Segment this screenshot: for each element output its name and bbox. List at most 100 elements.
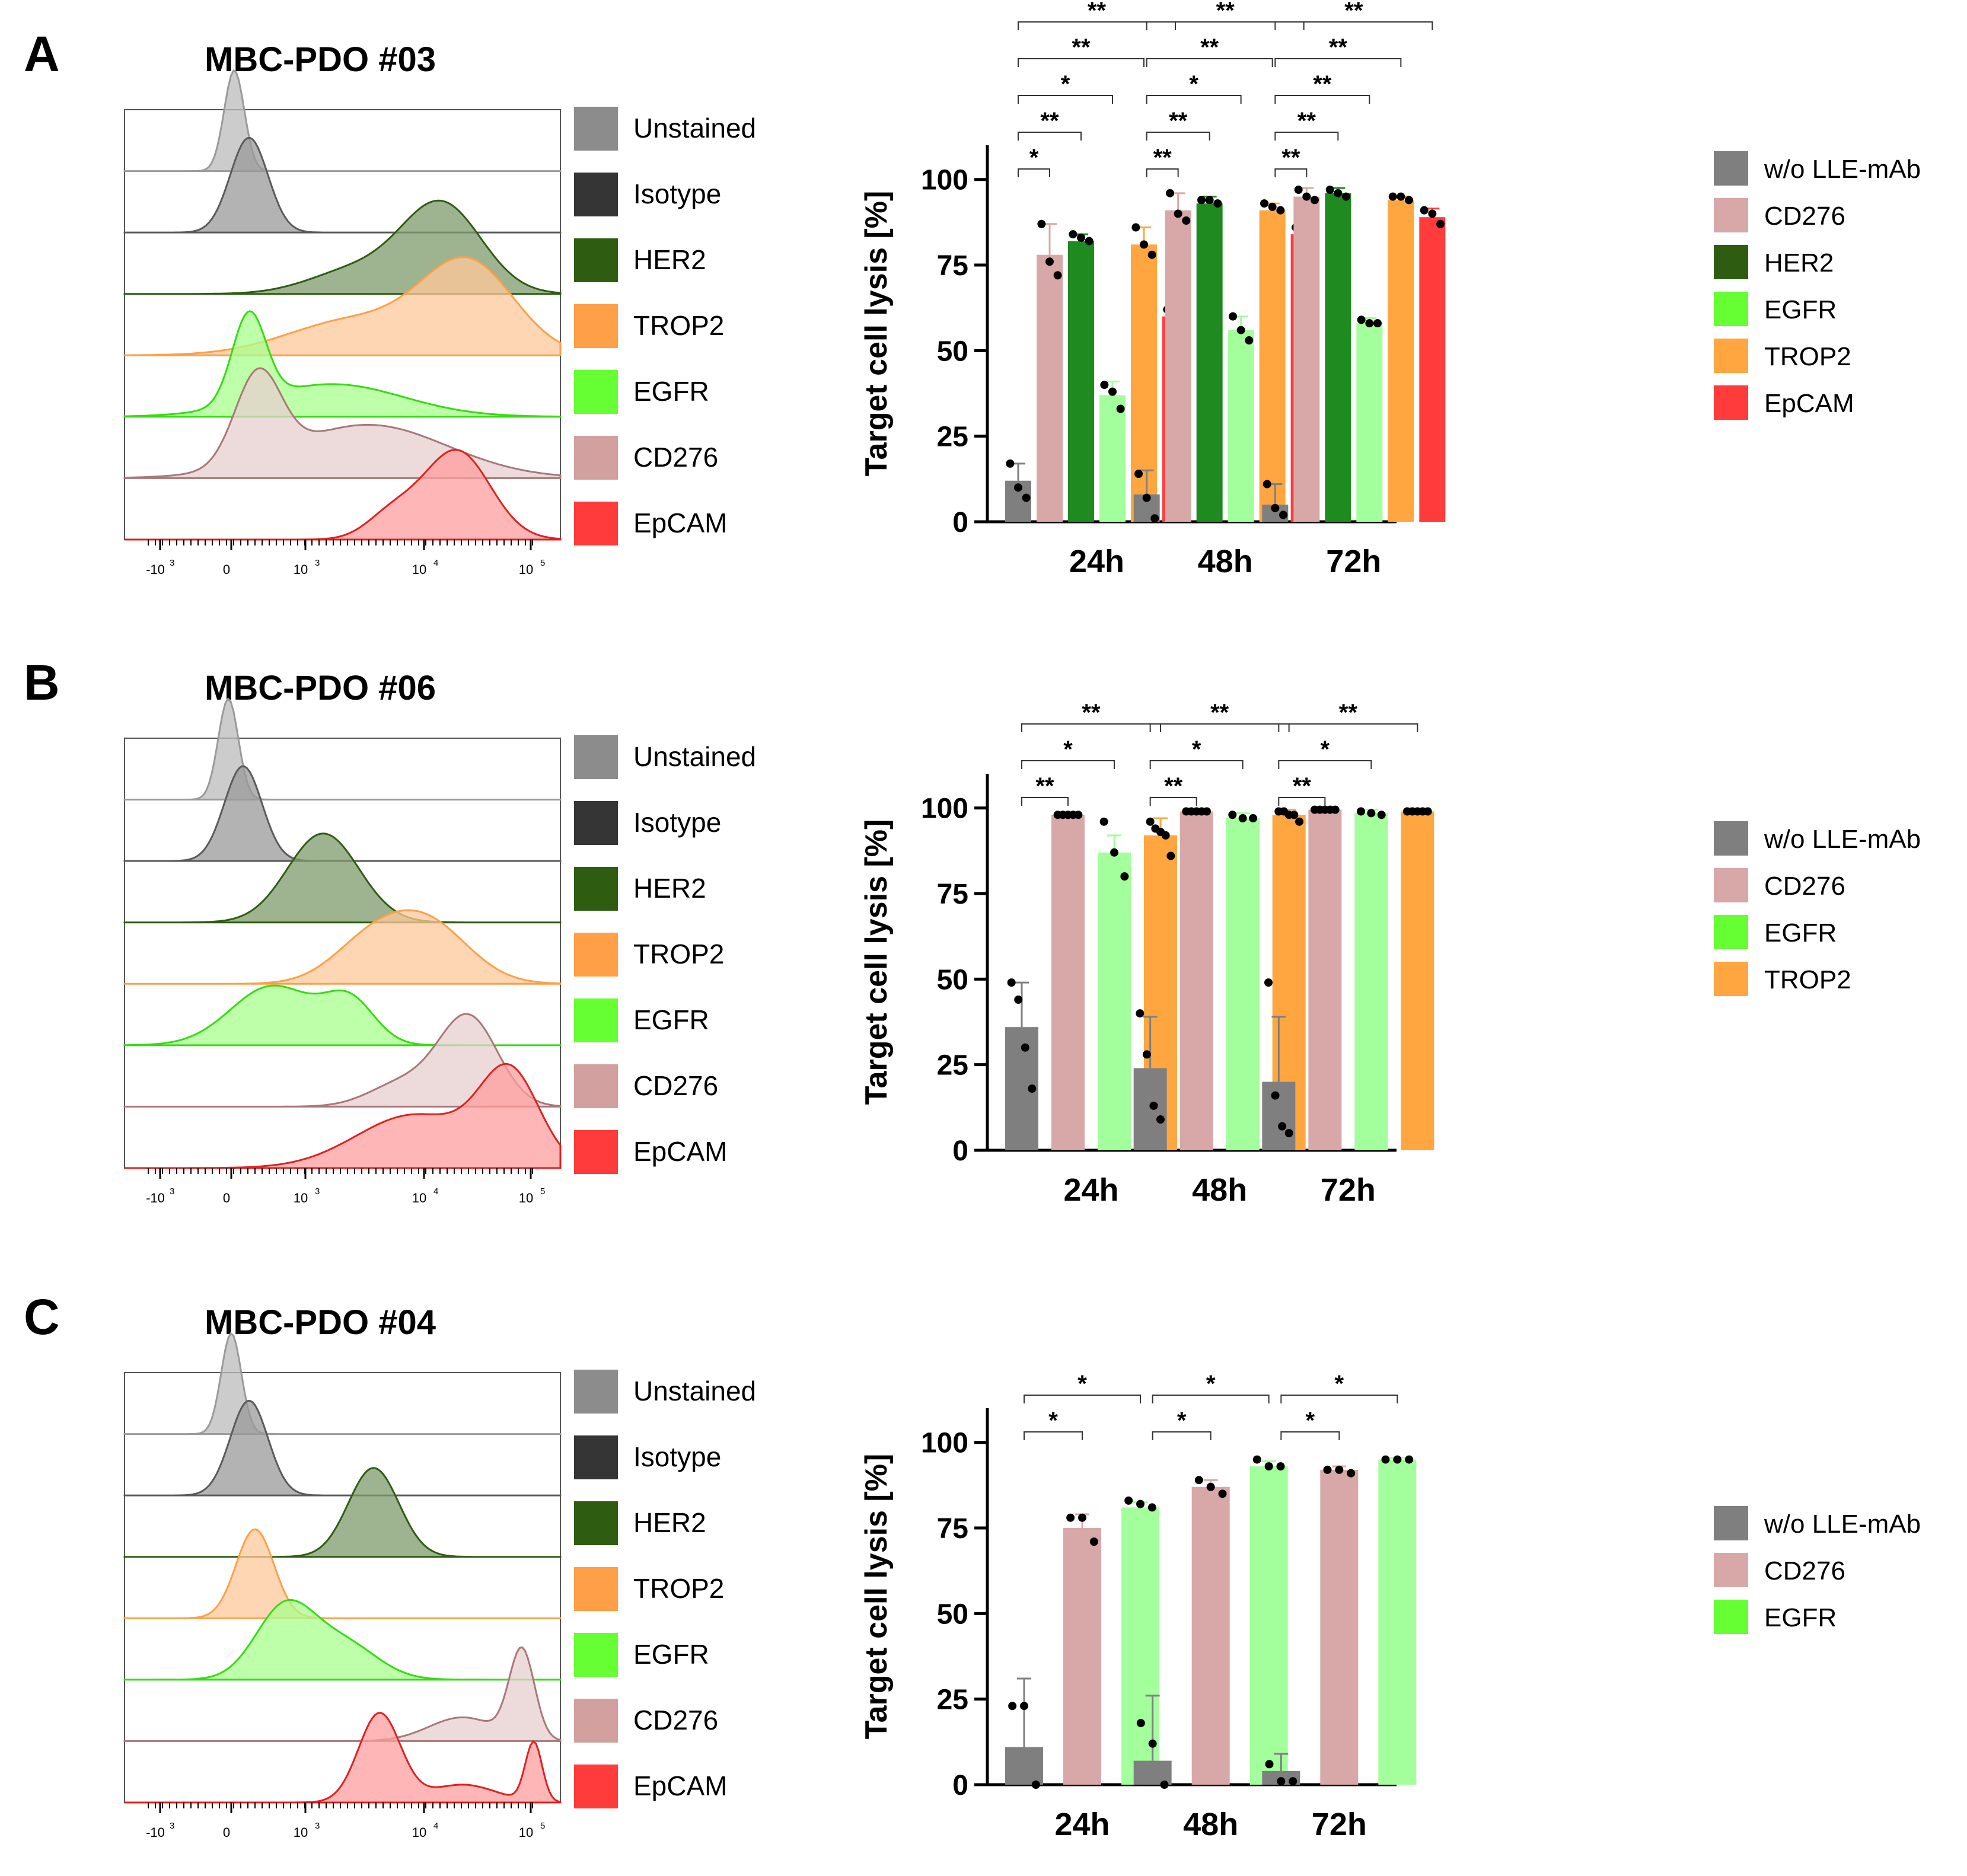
data-point: [1331, 805, 1340, 814]
y-tick-label: 0: [952, 1770, 968, 1801]
y-tick-label: 25: [937, 1684, 968, 1716]
histogram-x-axis: -10 3 0 10 3 10 4 10 5: [146, 540, 545, 577]
histogram-tick-label: 10: [519, 1191, 533, 1205]
histogram-tick-label: 10: [294, 562, 308, 577]
significance-label: *: [1321, 736, 1330, 762]
significance-bracket: [1146, 95, 1242, 104]
data-point: [1277, 1777, 1286, 1786]
significance-label: *: [1061, 71, 1070, 97]
y-tick-label: 25: [937, 422, 968, 453]
histogram-legend-swatch: [574, 1567, 618, 1611]
significance-label: **: [1153, 145, 1172, 171]
data-point: [1279, 511, 1287, 519]
significance-bracket: [1146, 21, 1305, 30]
histogram-tick-label: 10: [412, 1825, 426, 1840]
significance-label: **: [1210, 700, 1229, 726]
significance-bracket: [1021, 797, 1069, 806]
histogram-tick-exponent: 4: [433, 1186, 438, 1197]
bar-legend-swatch: [1714, 915, 1748, 949]
data-point: [1078, 1513, 1086, 1522]
histogram-legend-label: EpCAM: [633, 1136, 727, 1167]
histogram-x-axis: -10 3 0 10 3 10 4 10 5: [146, 1802, 545, 1840]
significance-bracket: [1018, 168, 1050, 177]
bar-legend: w/o LLE-mAb CD276 HER2 EGFR TROP2 EpCAM: [1714, 151, 1921, 420]
significance-bracket: [1021, 723, 1161, 732]
data-point: [1284, 1129, 1293, 1138]
data-point: [1236, 326, 1245, 334]
bar: [1401, 811, 1434, 1150]
data-point: [1276, 206, 1285, 215]
bar-legend-swatch: [1714, 151, 1748, 186]
significance-bracket: [1149, 760, 1244, 769]
data-point: [1161, 831, 1170, 840]
bar: [1063, 1528, 1101, 1785]
bar-legend-swatch: [1714, 1506, 1748, 1540]
data-point: [1420, 206, 1429, 215]
significance-label: **: [1293, 773, 1312, 799]
histogram-legend-swatch: [574, 173, 618, 216]
histogram-curves: [123, 1332, 562, 1804]
panel-letter: A: [24, 26, 60, 82]
data-point: [1373, 319, 1382, 328]
histogram-tick-label: 10: [519, 1825, 533, 1840]
bar: [1378, 1459, 1417, 1785]
bar: [1354, 813, 1388, 1150]
data-point: [1423, 807, 1432, 816]
bar-legend-swatch: [1714, 868, 1748, 902]
significance-bracket: [1018, 58, 1145, 67]
significance-bracket: [1146, 168, 1179, 177]
bar-legend-label: TROP2: [1764, 342, 1851, 371]
histogram-tick-label: 10: [294, 1825, 308, 1840]
histogram-legend-label: Isotype: [633, 807, 721, 838]
bar: [1259, 210, 1286, 522]
histogram-legend-swatch: [574, 370, 618, 414]
panel-title: MBC-PDO #03: [205, 40, 436, 79]
data-point: [1150, 514, 1159, 523]
panel-letter: C: [24, 1289, 60, 1345]
data-point: [1120, 872, 1129, 881]
bar-legend-label: EGFR: [1764, 1603, 1837, 1632]
histogram-trop2: [123, 909, 562, 985]
histogram-legend-swatch: [574, 867, 618, 911]
histogram-tick-exponent: 3: [315, 558, 320, 568]
histogram-tick-exponent: 5: [540, 558, 545, 568]
histogram-tick-label: 10: [519, 562, 533, 577]
data-point: [1136, 1499, 1145, 1508]
bar: [1320, 1469, 1359, 1785]
bar: [1037, 254, 1063, 522]
significance-bracket: [1149, 797, 1197, 806]
bar: [1099, 395, 1126, 522]
y-tick-label: 100: [921, 1428, 968, 1459]
data-point: [1252, 1455, 1261, 1464]
bar: [1098, 852, 1131, 1150]
histogram-tick-exponent: 5: [540, 1186, 545, 1197]
data-point: [1147, 1503, 1156, 1512]
histogram-tick-label: -10: [146, 562, 165, 577]
significance-label: **: [1082, 700, 1101, 726]
bar-legend-swatch: [1714, 245, 1748, 279]
x-tick-label: 48h: [1183, 1807, 1238, 1842]
data-point: [1045, 257, 1054, 266]
bar-group-72h: [1262, 1455, 1417, 1786]
significance-label: *: [1335, 1371, 1344, 1397]
histogram-cd276: [123, 1013, 562, 1108]
histogram-trop2: [123, 256, 562, 356]
y-tick-label: 75: [937, 1513, 968, 1545]
bar: [1131, 244, 1157, 522]
y-tick-label: 0: [952, 1135, 968, 1167]
data-point: [1140, 240, 1148, 249]
data-point: [1124, 1496, 1133, 1505]
data-point: [1156, 1115, 1165, 1124]
x-tick-label: 48h: [1198, 544, 1253, 579]
histogram-legend-swatch: [574, 436, 618, 480]
bar: [1228, 330, 1254, 522]
significance-bracket: [1274, 132, 1339, 141]
data-point: [1357, 315, 1366, 324]
bar-group-48h: [1133, 1455, 1288, 1789]
data-point: [1294, 186, 1303, 194]
data-point: [1218, 1489, 1227, 1498]
data-point: [1014, 996, 1023, 1004]
bar-legend-label: w/o LLE-mAb: [1764, 155, 1921, 184]
data-point: [1264, 978, 1273, 987]
data-point: [1014, 483, 1022, 492]
